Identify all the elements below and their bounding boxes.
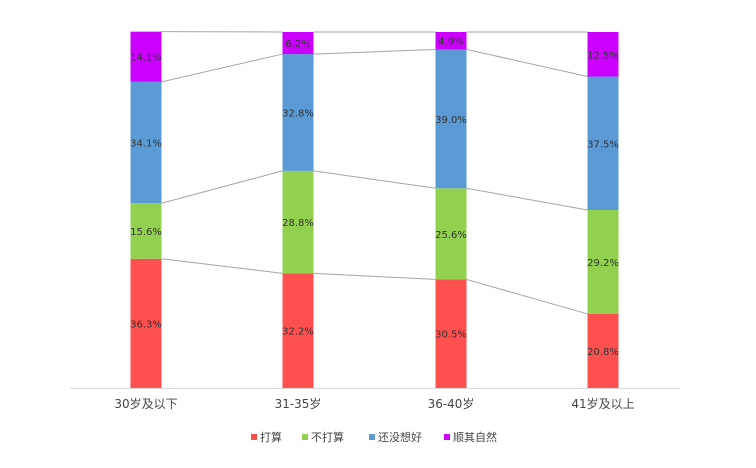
bar-segment: [587, 210, 619, 314]
legend-swatch: [369, 434, 375, 440]
data-label: 37.5%: [587, 139, 619, 150]
bar-segment: [282, 54, 314, 171]
bar-segment: [130, 81, 162, 204]
series-lines: [161, 31, 588, 315]
legend: 打算 不打算 还没想好 顺其自然: [251, 430, 497, 444]
data-labels: 36.3% 15.6% 34.1% 14.1% 32.2% 28.8% 32.8% 6.2% 3…: [130, 37, 619, 358]
legend-label: 还没想好: [378, 430, 422, 444]
x-tick-label: 41岁及以上: [571, 396, 634, 411]
data-label: 6.2%: [285, 39, 310, 50]
bar-segment: [587, 313, 619, 388]
bar-segment: [435, 32, 467, 50]
data-label: 28.8%: [282, 218, 314, 229]
data-label: 20.8%: [587, 347, 619, 358]
data-label: 14.1%: [130, 53, 162, 64]
bar-segment: [130, 203, 162, 259]
data-label: 39.0%: [435, 115, 467, 126]
legend-swatch: [444, 434, 450, 440]
bar-segment: [435, 279, 467, 388]
legend-swatch: [251, 434, 257, 440]
series-connector-line: [313, 48, 436, 55]
series-connector-line: [466, 278, 588, 315]
x-tick-label: 36-40岁: [428, 396, 475, 411]
data-label: 25.6%: [435, 230, 467, 241]
bar-segment: [130, 258, 162, 388]
data-label: 15.6%: [130, 227, 162, 238]
data-label: 34.1%: [130, 139, 162, 150]
data-label: 30.5%: [435, 330, 467, 341]
series-connector-line: [466, 187, 588, 211]
legend-label: 顺其自然: [453, 430, 497, 444]
series-connector-line: [161, 53, 283, 83]
x-tick-label: 30岁及以下: [114, 396, 177, 411]
bar-segment: [435, 188, 467, 280]
bar-segment: [587, 32, 619, 77]
bar-segment: [282, 32, 314, 55]
bar-segment: [130, 31, 162, 82]
bars: [130, 31, 619, 388]
series-connector-line: [466, 48, 588, 77]
x-tick-label: 31-35岁: [275, 396, 322, 411]
series-connector-line: [161, 258, 283, 274]
data-label: 32.2%: [282, 327, 314, 338]
data-label: 32.8%: [282, 108, 314, 119]
bar-segment: [587, 76, 619, 210]
legend-label: 打算: [260, 430, 282, 444]
legend-swatch: [302, 434, 308, 440]
data-label: 29.2%: [587, 258, 619, 269]
series-connector-line: [313, 272, 436, 280]
data-label: 36.3%: [130, 319, 162, 330]
legend-label: 不打算: [311, 430, 344, 444]
series-connector-line: [161, 170, 283, 204]
series-connector-line: [313, 170, 436, 189]
x-axis: 30岁及以下 31-35岁 36-40岁 41岁及以上: [70, 388, 680, 411]
bar-segment: [435, 49, 467, 189]
data-label: 4.9%: [438, 37, 463, 48]
bar-segment: [282, 170, 314, 274]
bar-segment: [282, 273, 314, 388]
data-label: 12.5%: [587, 50, 619, 61]
